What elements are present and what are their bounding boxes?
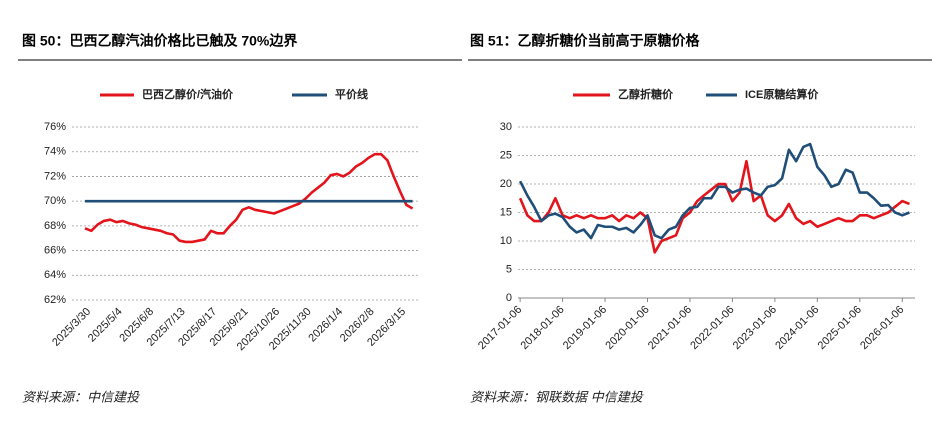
source-note: 资料来源：钢联数据 中信建投 [470, 389, 644, 404]
y-tick-label: 25 [500, 149, 512, 161]
x-tick-label: 2025/3/30 [50, 306, 93, 349]
source-note: 资料来源：中信建投 [22, 389, 140, 404]
x-tick-label: 2018-01-06 [518, 304, 566, 352]
series-line [518, 159, 910, 254]
chart-title: 图 50：巴西乙醇汽油价格比已触及 70%边界 [22, 33, 298, 49]
y-tick-label: 74% [44, 146, 66, 158]
y-tick-label: 20 [500, 178, 512, 190]
x-tick-label: 2024-01-06 [773, 304, 821, 352]
x-tick-label: 2017-01-06 [476, 304, 524, 352]
y-tick-label: 62% [44, 294, 66, 306]
legend-label: 乙醇折糖价 [618, 87, 674, 101]
chart-title: 图 51：乙醇折糖价当前高于原糖价格 [470, 33, 700, 49]
y-tick-label: 30 [500, 121, 512, 133]
y-tick-label: 0 [506, 292, 512, 304]
y-tick-label: 66% [44, 244, 66, 256]
x-tick-label: 2026-01-06 [858, 304, 906, 352]
legend-label: 巴西乙醇价/汽油价 [142, 87, 234, 101]
x-tick-label: 2023-01-06 [731, 304, 779, 352]
y-tick-label: 10 [500, 235, 512, 247]
x-tick-label: 2021-01-06 [646, 304, 694, 352]
y-tick-label: 72% [44, 170, 66, 182]
y-tick-label: 70% [44, 195, 66, 207]
y-tick-label: 64% [44, 269, 66, 281]
series-line [84, 152, 414, 244]
y-tick-label: 76% [44, 121, 66, 133]
x-tick-label: 2022-01-06 [688, 304, 736, 352]
y-tick-label: 15 [500, 206, 512, 218]
legend-label: ICE原糖结算价 [745, 87, 819, 101]
y-tick-label: 68% [44, 220, 66, 232]
y-tick-label: 5 [506, 263, 512, 275]
x-tick-label: 2025-01-06 [816, 304, 864, 352]
series-line [518, 142, 910, 240]
x-tick-label: 2019-01-06 [561, 304, 609, 352]
legend-label: 平价线 [335, 87, 368, 101]
x-tick-label: 2020-01-06 [603, 304, 651, 352]
